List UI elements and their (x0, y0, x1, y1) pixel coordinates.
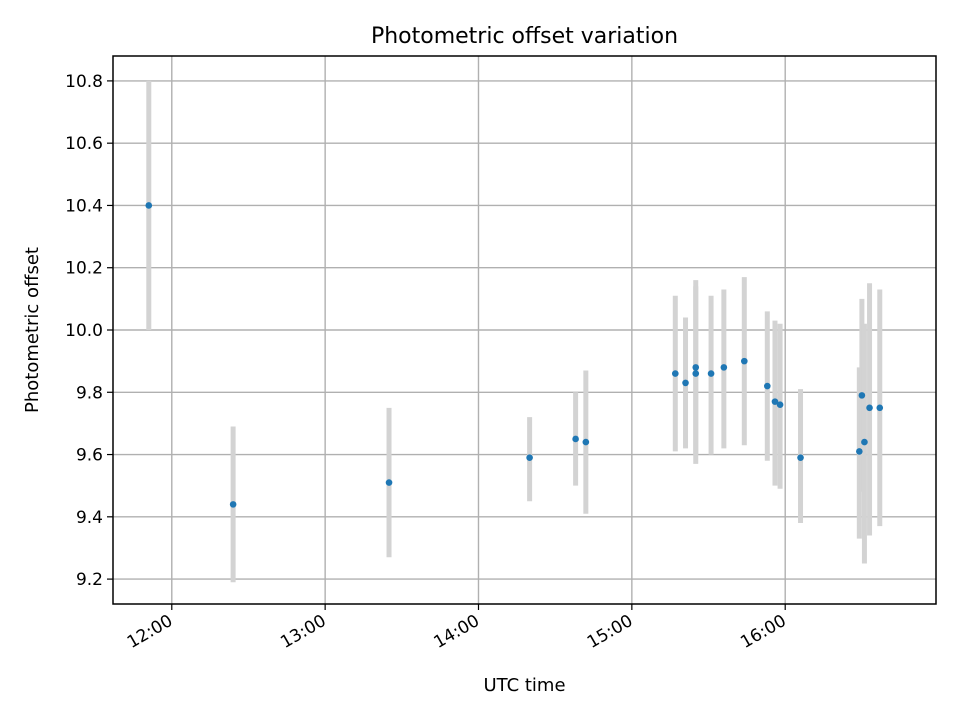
data-point (776, 401, 784, 409)
data-point (741, 357, 748, 365)
data-point (866, 404, 873, 412)
data-point (856, 448, 863, 455)
data-point (764, 382, 771, 390)
y-tick-label: 10.8 (65, 72, 103, 92)
x-axis-label: UTC time (483, 675, 565, 696)
data-point (797, 454, 804, 461)
data-point (692, 364, 700, 371)
y-tick-label: 10.2 (65, 259, 103, 279)
grid-lines (113, 56, 936, 604)
data-point (229, 501, 237, 508)
data-point (692, 370, 700, 377)
data-point (876, 404, 884, 412)
data-point (858, 392, 866, 399)
data-point (720, 364, 728, 371)
data-point (771, 398, 779, 405)
y-tick-label: 10.6 (65, 134, 103, 154)
chart-title: Photometric offset variation (371, 24, 678, 49)
y-axis-ticks: 9.2 9.4 9.6 9.8 10.0 10.2 10.4 10.6 10.8 (65, 72, 113, 590)
y-tick-label: 9.6 (76, 446, 103, 466)
data-point (145, 202, 153, 209)
data-point (385, 479, 393, 486)
data-points (145, 202, 884, 508)
data-point (572, 435, 579, 443)
y-tick-label: 9.8 (76, 383, 103, 403)
data-point (526, 454, 533, 461)
y-tick-label: 9.4 (76, 508, 103, 528)
data-point (671, 370, 679, 377)
data-point (861, 438, 868, 446)
y-tick-label: 10.4 (65, 196, 103, 216)
y-tick-label: 10.0 (65, 321, 103, 341)
data-point (707, 370, 715, 377)
data-point (582, 438, 590, 446)
data-point (682, 379, 689, 387)
y-axis-label: Photometric offset (22, 247, 43, 413)
y-tick-label: 9.2 (76, 570, 103, 590)
